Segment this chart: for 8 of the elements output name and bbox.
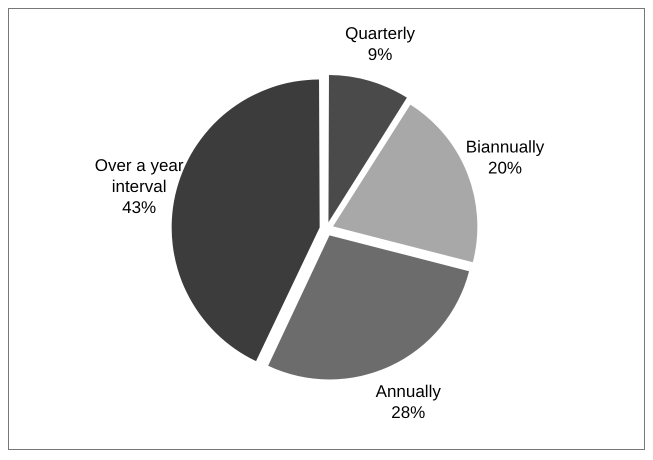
data-label: 28% xyxy=(391,402,426,422)
slice-label: Over a year interval xyxy=(94,156,184,196)
data-label: 20% xyxy=(488,158,522,178)
slice-label: Biannually xyxy=(466,138,545,157)
data-label: 43% xyxy=(122,198,156,217)
slice-label: Annually xyxy=(376,382,442,401)
slice-label: Quarterly xyxy=(345,24,416,43)
data-label: 9% xyxy=(368,44,392,64)
